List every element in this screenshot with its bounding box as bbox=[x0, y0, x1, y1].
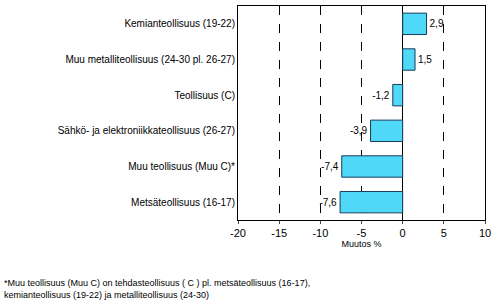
svg-text:Muu teollisuus (Muu C)*: Muu teollisuus (Muu C)* bbox=[128, 161, 235, 172]
svg-text:Kemianteollisuus (19-22): Kemianteollisuus (19-22) bbox=[124, 18, 235, 29]
svg-text:5: 5 bbox=[441, 227, 447, 239]
svg-text:Muu metalliteollisuus (24-30 p: Muu metalliteollisuus (24-30 pl. 26-27) bbox=[65, 54, 235, 65]
svg-text:-15: -15 bbox=[271, 227, 287, 239]
svg-text:-3,9: -3,9 bbox=[350, 125, 368, 136]
svg-text:2,9: 2,9 bbox=[430, 18, 444, 29]
svg-text:Sähkö- ja elektroniikkateollis: Sähkö- ja elektroniikkateollisuus (26-27… bbox=[58, 125, 235, 136]
svg-text:-7,6: -7,6 bbox=[319, 197, 337, 208]
svg-text:-10: -10 bbox=[312, 227, 328, 239]
svg-text:1,5: 1,5 bbox=[418, 54, 432, 65]
svg-text:-1,2: -1,2 bbox=[372, 90, 390, 101]
svg-text:-7,4: -7,4 bbox=[321, 161, 339, 172]
svg-text:Metsäteollisuus (16-17): Metsäteollisuus (16-17) bbox=[131, 197, 235, 208]
svg-text:Teollisuus (C): Teollisuus (C) bbox=[174, 90, 235, 101]
svg-text:10: 10 bbox=[479, 227, 491, 239]
svg-text:Muutos %: Muutos % bbox=[341, 239, 381, 249]
svg-text:-20: -20 bbox=[230, 227, 246, 239]
svg-text:-5: -5 bbox=[357, 227, 367, 239]
svg-text:0: 0 bbox=[400, 227, 406, 239]
svg-text:*Muu teollisuus (Muu C) on teh: *Muu teollisuus (Muu C) on tehdasteollis… bbox=[4, 278, 310, 300]
